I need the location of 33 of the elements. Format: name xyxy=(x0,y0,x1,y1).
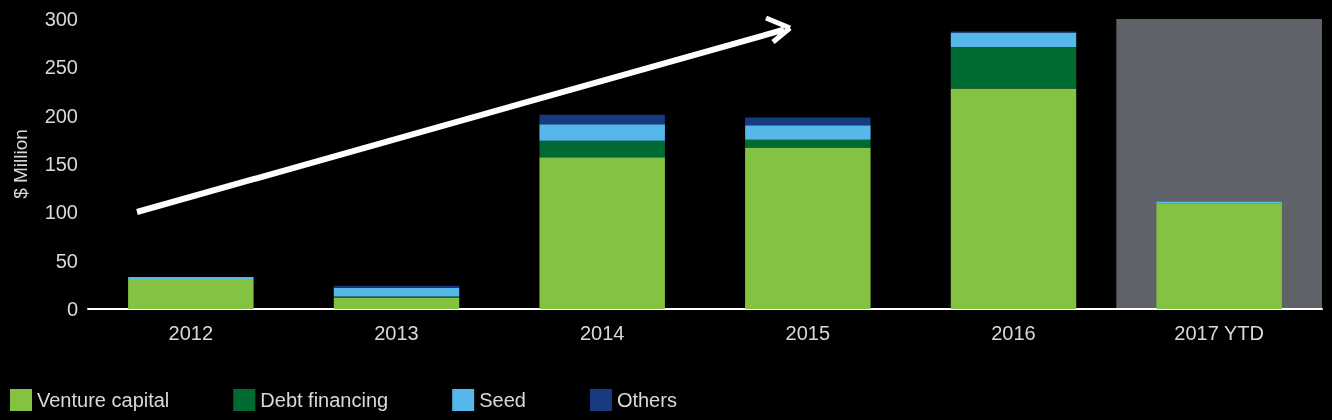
y-tick-label: 100 xyxy=(44,201,78,224)
x-tick-label: 2014 xyxy=(579,322,625,344)
bar xyxy=(539,157,665,309)
legend-label: Others xyxy=(616,389,677,411)
y-tick-label: 300 xyxy=(44,8,78,30)
x-tick-label: 2012 xyxy=(168,322,214,344)
bar xyxy=(539,114,665,125)
bar xyxy=(745,125,871,140)
y-tick-label: 50 xyxy=(55,249,78,272)
x-tick-label: 2017 YTD xyxy=(1174,322,1265,344)
bar xyxy=(745,139,871,148)
y-tick-label: 250 xyxy=(44,56,78,79)
legend-label: Debt financing xyxy=(260,389,389,411)
y-axis-title: $ Million xyxy=(10,129,31,199)
y-tick-label: 150 xyxy=(44,153,78,175)
bar xyxy=(950,47,1077,89)
y-tick-label: 200 xyxy=(44,104,78,127)
bar xyxy=(539,140,665,158)
bar xyxy=(333,297,460,309)
x-tick-label: 2015 xyxy=(785,322,831,344)
x-tick-label: 2016 xyxy=(991,322,1036,344)
bar xyxy=(745,117,871,126)
bar xyxy=(539,124,665,141)
bar xyxy=(1156,203,1282,309)
x-tick-label: 2013 xyxy=(374,322,419,344)
y-tick-label: 0 xyxy=(66,298,78,320)
bar xyxy=(333,287,460,297)
legend-label: Venture capital xyxy=(37,389,170,411)
bar xyxy=(950,88,1077,309)
bar xyxy=(950,32,1077,48)
bar xyxy=(745,147,871,309)
legend-label: Seed xyxy=(479,389,526,411)
bar xyxy=(128,279,254,309)
